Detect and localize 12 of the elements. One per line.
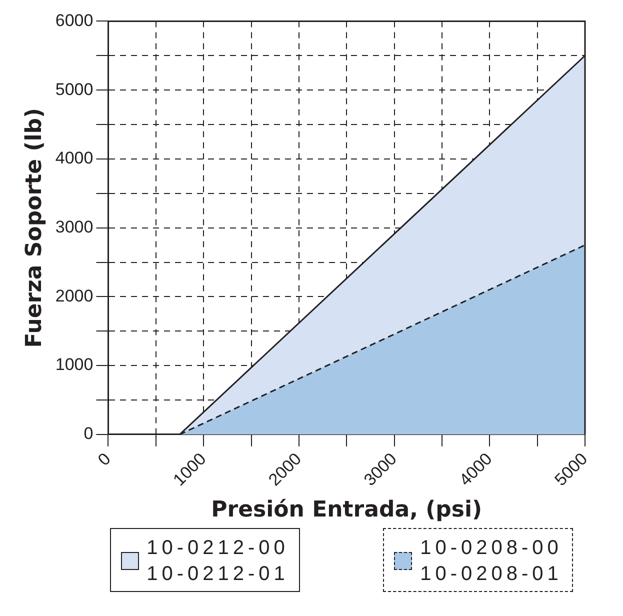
x-axis-title: Presión Entrada, (psi) (211, 498, 482, 523)
y-tick-label: 4000 (55, 148, 94, 168)
y-tick-label: 6000 (55, 10, 94, 30)
y-axis-title: Fuerza Soporte (lb) (22, 108, 47, 348)
legend-label: 10-0208-00 10-0208-01 (420, 536, 562, 587)
y-tick-label: 2000 (55, 286, 94, 306)
legend-label: 10-0212-00 10-0212-01 (146, 536, 289, 587)
y-tick-label: 5000 (55, 80, 94, 99)
x-tick-label: 0 (94, 449, 114, 470)
y-tick-label: 0 (84, 424, 94, 444)
y-tick-label: 3000 (55, 218, 94, 237)
y-tick-label: 1000 (55, 355, 94, 374)
